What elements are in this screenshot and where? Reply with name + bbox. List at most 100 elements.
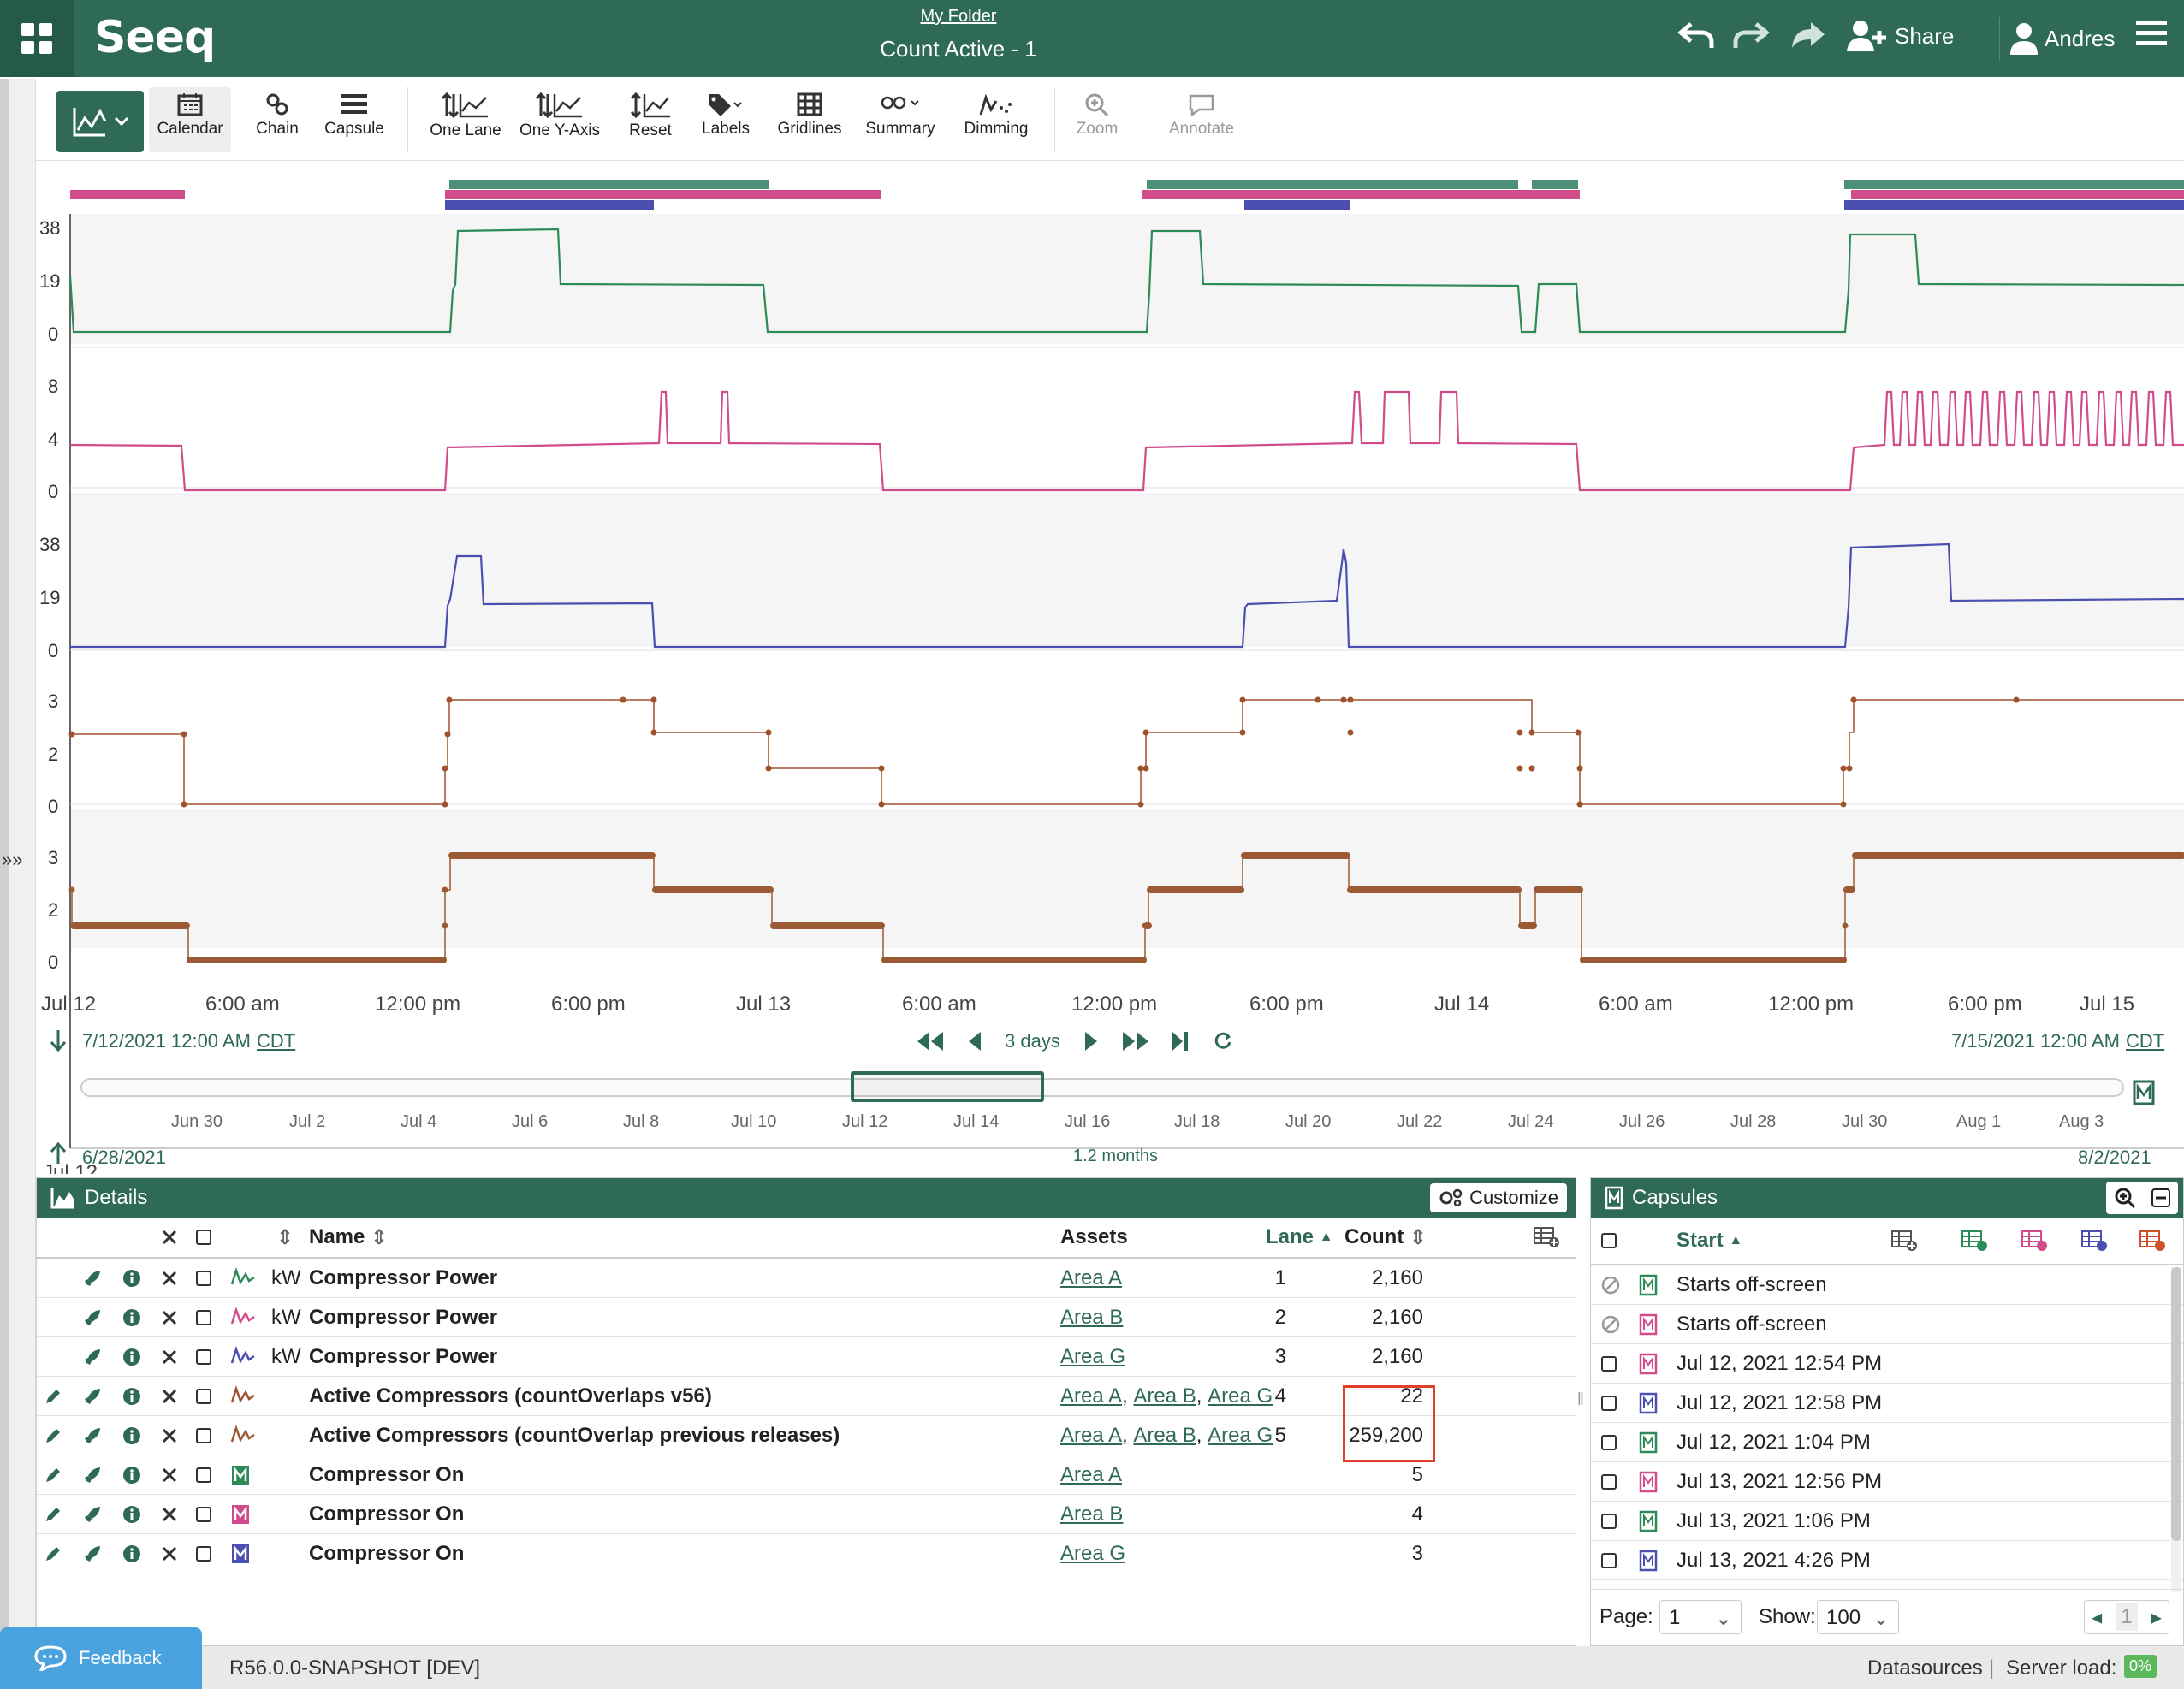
remove-icon[interactable]: [162, 1337, 177, 1376]
remove-all-icon[interactable]: [162, 1218, 177, 1257]
navigator-duration[interactable]: 1.2 months: [1073, 1147, 1158, 1165]
folder-link[interactable]: My Folder: [920, 7, 997, 26]
capsule-checkbox[interactable]: [1601, 1384, 1617, 1422]
item-name[interactable]: Active Compressors (countOverlap previou…: [309, 1423, 840, 1447]
asset-link[interactable]: Area A: [1060, 1265, 1123, 1289]
asset-link[interactable]: Area A: [1060, 1462, 1123, 1486]
lane-3-series[interactable]: [70, 542, 2184, 649]
step-back-full-icon[interactable]: [916, 1030, 945, 1058]
capsule-bars[interactable]: [70, 180, 2184, 210]
row-checkbox[interactable]: [196, 1337, 211, 1376]
next-page-icon[interactable]: ▸: [2151, 1605, 2162, 1629]
display-end[interactable]: 7/15/2021 12:00 AM: [1951, 1030, 2120, 1052]
lane-4-series[interactable]: [70, 699, 2184, 805]
lane-1-series[interactable]: [68, 228, 2184, 334]
gridlines-tool[interactable]: Gridlines: [769, 87, 851, 152]
navigator-selection[interactable]: [851, 1071, 1044, 1102]
asset-link[interactable]: Area G: [1208, 1384, 1273, 1408]
labels-tool[interactable]: Labels: [685, 87, 767, 152]
row-checkbox[interactable]: [196, 1495, 211, 1533]
info-icon[interactable]: [122, 1495, 141, 1533]
user-menu[interactable]: Andres: [1999, 17, 2115, 60]
item-name[interactable]: Compressor On: [309, 1541, 465, 1565]
capsule-checkbox[interactable]: [1601, 1462, 1617, 1501]
remove-icon[interactable]: [162, 1455, 177, 1494]
details-row[interactable]: Compressor On Area A 5: [37, 1455, 1576, 1495]
edit-icon[interactable]: [44, 1377, 62, 1415]
customize-button[interactable]: Customize: [1430, 1183, 1567, 1212]
info-icon[interactable]: [122, 1455, 141, 1494]
minimize-icon[interactable]: [2151, 1188, 2171, 1208]
edit-icon[interactable]: [44, 1495, 62, 1533]
arrow-up-icon[interactable]: [50, 1141, 67, 1170]
item-name[interactable]: Active Compressors (countOverlaps v56): [309, 1384, 712, 1408]
sort-icon[interactable]: ⇕: [276, 1225, 294, 1249]
lane-column-header[interactable]: Lane ▲: [1266, 1225, 1333, 1248]
rocket-icon[interactable]: [83, 1495, 102, 1533]
show-select[interactable]: 100 ⌄: [1817, 1600, 1899, 1634]
capsule-toggle-icon[interactable]: [2133, 1080, 2155, 1110]
share-button[interactable]: Share: [1847, 19, 1954, 53]
name-column-header[interactable]: Name ⇕: [309, 1225, 389, 1249]
capsule-checkbox[interactable]: [1601, 1344, 1617, 1383]
calendar-tool[interactable]: Calendar: [149, 87, 231, 152]
count-column-header[interactable]: Count ⇕: [1344, 1225, 1427, 1249]
rocket-icon[interactable]: [83, 1455, 102, 1494]
capsule-checkbox[interactable]: [1601, 1502, 1617, 1540]
apps-grid-icon[interactable]: [0, 0, 74, 77]
row-checkbox[interactable]: [196, 1455, 211, 1494]
summary-tool[interactable]: Summary: [859, 87, 941, 152]
chain-tool[interactable]: Chain: [236, 87, 318, 152]
navigator-end[interactable]: 8/2/2021: [2078, 1147, 2151, 1168]
details-row[interactable]: Active Compressors (countOverlaps v56) Ar…: [37, 1377, 1576, 1416]
hamburger-menu-icon[interactable]: [2136, 19, 2167, 48]
select-all-capsules-checkbox[interactable]: [1601, 1218, 1617, 1264]
remove-icon[interactable]: [162, 1534, 177, 1573]
undo-icon[interactable]: [1677, 19, 1715, 53]
capsule-checkbox[interactable]: [1601, 1541, 1617, 1579]
capsule-checkbox[interactable]: [1601, 1423, 1617, 1461]
pagination[interactable]: ◂ 1 ▸: [2084, 1600, 2169, 1634]
add-capsule-column-green-icon[interactable]: [1961, 1218, 1988, 1264]
feedback-button[interactable]: Feedback: [0, 1627, 202, 1689]
item-name[interactable]: Compressor Power: [309, 1305, 498, 1329]
arrow-down-icon[interactable]: [50, 1028, 67, 1058]
timezone-link-end[interactable]: CDT: [2126, 1030, 2165, 1052]
capsule-row[interactable]: Starts off-screen: [1591, 1265, 2183, 1305]
row-checkbox[interactable]: [196, 1377, 211, 1415]
item-name[interactable]: Compressor On: [309, 1502, 465, 1526]
step-forward-full-icon[interactable]: [1121, 1030, 1150, 1058]
asset-link[interactable]: Area A: [1060, 1384, 1123, 1408]
item-name[interactable]: Compressor On: [309, 1462, 465, 1486]
refresh-icon[interactable]: [1214, 1030, 1232, 1056]
display-start[interactable]: 7/12/2021 12:00 AM: [82, 1030, 251, 1052]
expand-panel-icon[interactable]: »»: [2, 849, 23, 870]
add-capsule-column-pink-icon[interactable]: [2021, 1218, 2048, 1264]
row-checkbox[interactable]: [196, 1298, 211, 1336]
row-checkbox[interactable]: [196, 1416, 211, 1455]
rocket-icon[interactable]: [83, 1337, 102, 1376]
datasources-link[interactable]: Datasources: [1867, 1656, 1983, 1680]
view-selector-button[interactable]: [56, 91, 144, 152]
select-all-checkbox[interactable]: [196, 1218, 211, 1257]
add-column-icon[interactable]: [1890, 1218, 1918, 1264]
asset-link[interactable]: Area B: [1133, 1384, 1196, 1408]
item-name[interactable]: Compressor Power: [309, 1265, 498, 1289]
asset-link[interactable]: Area G: [1060, 1344, 1126, 1368]
capsule-row[interactable]: Jul 13, 2021 1:06 PM: [1591, 1502, 2183, 1541]
lane-2-series[interactable]: [69, 390, 2184, 492]
capsules-scrollbar[interactable]: [2171, 1267, 2181, 1592]
asset-link[interactable]: Area B: [1060, 1502, 1124, 1526]
remove-icon[interactable]: [162, 1259, 177, 1297]
add-column-icon[interactable]: [1533, 1218, 1560, 1257]
capsule-row[interactable]: Jul 12, 2021 1:04 PM: [1591, 1423, 2183, 1462]
reset-tool[interactable]: Reset: [609, 87, 691, 152]
capsule-row[interactable]: Jul 13, 2021 12:56 PM: [1591, 1462, 2183, 1502]
info-icon[interactable]: [122, 1534, 141, 1573]
remove-icon[interactable]: [162, 1416, 177, 1455]
display-duration[interactable]: 3 days: [1005, 1030, 1060, 1052]
assets-column-header[interactable]: Assets: [1060, 1225, 1128, 1248]
trend-chart[interactable]: 38 19 0 8 4 0 38 19 0 3 2 0 3 2 0: [36, 164, 2184, 1174]
page-select[interactable]: 1 ⌄: [1659, 1600, 1742, 1634]
info-icon[interactable]: [122, 1259, 141, 1297]
